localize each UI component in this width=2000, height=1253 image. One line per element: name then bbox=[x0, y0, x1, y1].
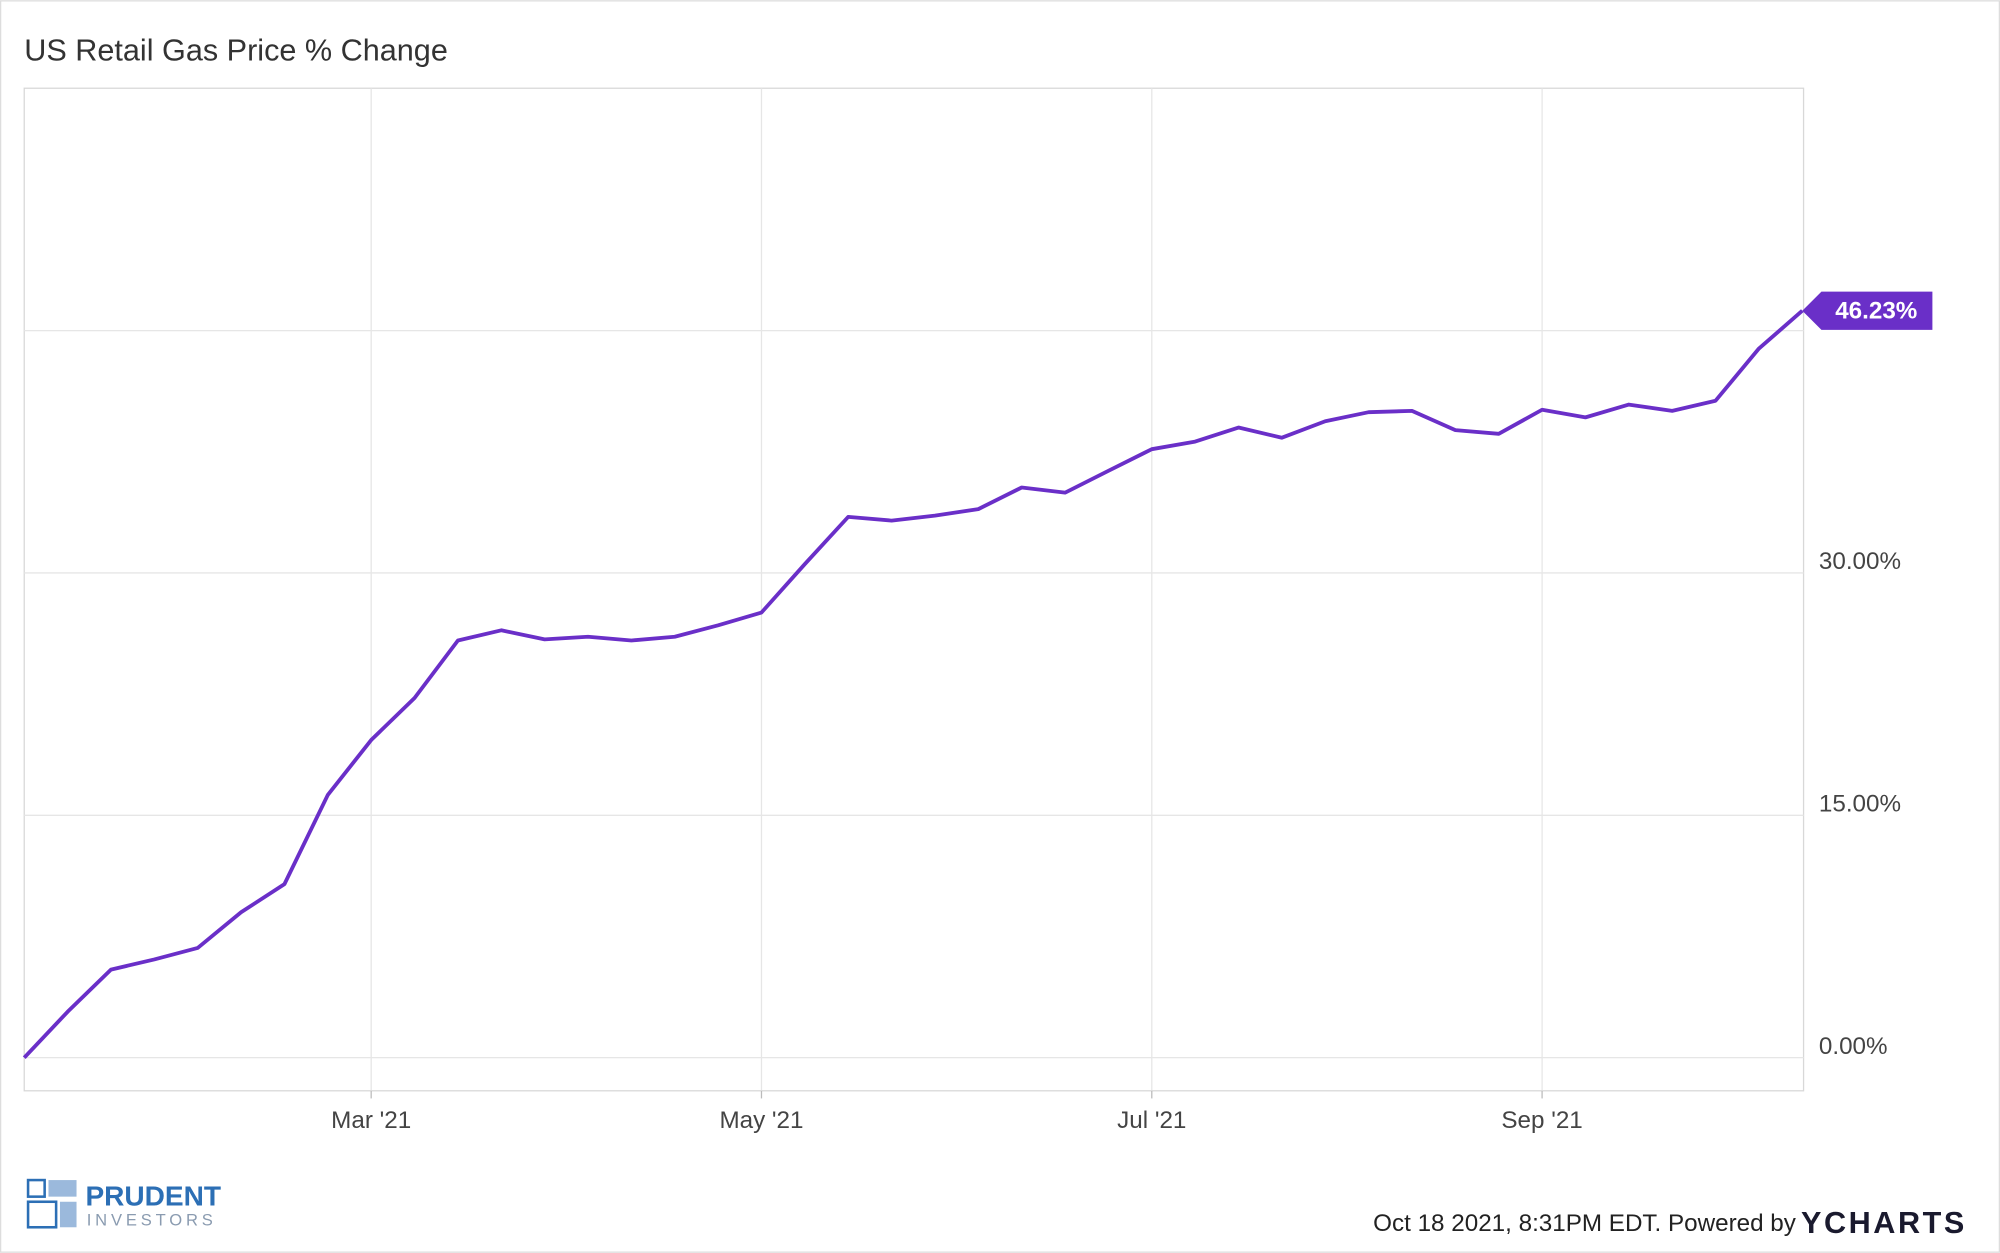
chart-title: US Retail Gas Price % Change bbox=[24, 34, 448, 68]
x-tick-label: Sep '21 bbox=[1501, 1107, 1582, 1134]
grid bbox=[24, 88, 1804, 1091]
plot-area bbox=[23, 87, 1805, 1092]
y-tick-label: 15.00% bbox=[1819, 791, 1901, 818]
y-tick-label: 0.00% bbox=[1819, 1033, 1888, 1060]
logo: PRUDENT INVESTORS bbox=[26, 1178, 221, 1229]
x-tick-label: Mar '21 bbox=[331, 1107, 411, 1134]
logo-icon bbox=[48, 1180, 77, 1197]
value-label: 46.23% bbox=[1835, 297, 1917, 324]
timestamp: Oct 18 2021, 8:31PM EDT. Powered by bbox=[1373, 1210, 1797, 1237]
line bbox=[22, 309, 1804, 1059]
x-tick-label: Jul '21 bbox=[1117, 1107, 1186, 1134]
logo-text: PRUDENT bbox=[85, 1180, 221, 1211]
logo-icon bbox=[26, 1178, 46, 1198]
y-tick-label: 30.00% bbox=[1819, 548, 1901, 575]
logo-icon bbox=[26, 1200, 58, 1229]
logo-icon bbox=[59, 1201, 77, 1228]
source-logo: YCHARTS bbox=[1801, 1206, 1967, 1240]
logo-text: INVESTORS bbox=[87, 1210, 217, 1229]
value-label-box bbox=[1802, 291, 1933, 330]
x-tick-label: May '21 bbox=[719, 1107, 803, 1134]
